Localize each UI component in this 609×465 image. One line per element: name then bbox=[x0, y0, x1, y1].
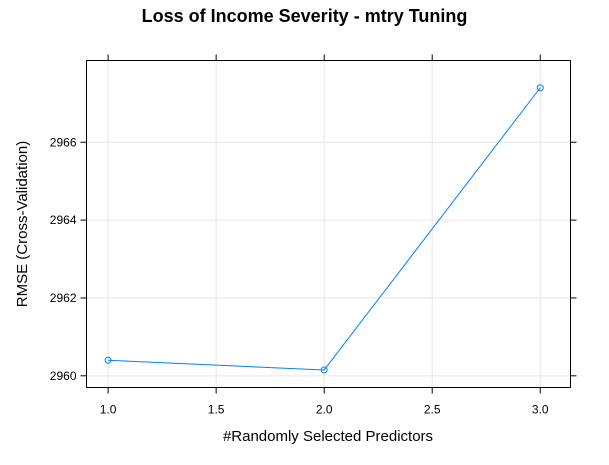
y-axis-label: RMSE (Cross-Validation) bbox=[14, 141, 31, 307]
y-tick-label: 2964 bbox=[50, 213, 77, 227]
x-axis-label: #Randomly Selected Predictors bbox=[223, 428, 433, 445]
chart-title: Loss of Income Severity - mtry Tuning bbox=[142, 6, 468, 26]
data-point bbox=[320, 366, 328, 374]
data-point bbox=[536, 84, 544, 92]
y-tick-label: 2962 bbox=[50, 291, 77, 305]
axis-ticks bbox=[80, 54, 577, 394]
series bbox=[104, 84, 544, 374]
series-line bbox=[108, 87, 541, 371]
grid bbox=[86, 60, 571, 388]
x-tick-labels: 1.0 1.5 2.0 2.5 3.0 bbox=[100, 403, 549, 417]
y-tick-labels: 2960 2962 2964 2966 bbox=[50, 135, 77, 383]
y-tick-label: 2966 bbox=[50, 135, 77, 149]
x-tick-label: 2.0 bbox=[316, 403, 333, 417]
x-tick-label: 1.0 bbox=[100, 403, 117, 417]
x-tick-label: 3.0 bbox=[532, 403, 549, 417]
plot-frame bbox=[86, 60, 571, 388]
x-tick-label: 2.5 bbox=[424, 403, 441, 417]
y-tick-label: 2960 bbox=[50, 369, 77, 383]
data-point bbox=[104, 356, 112, 364]
x-tick-label: 1.5 bbox=[208, 403, 225, 417]
